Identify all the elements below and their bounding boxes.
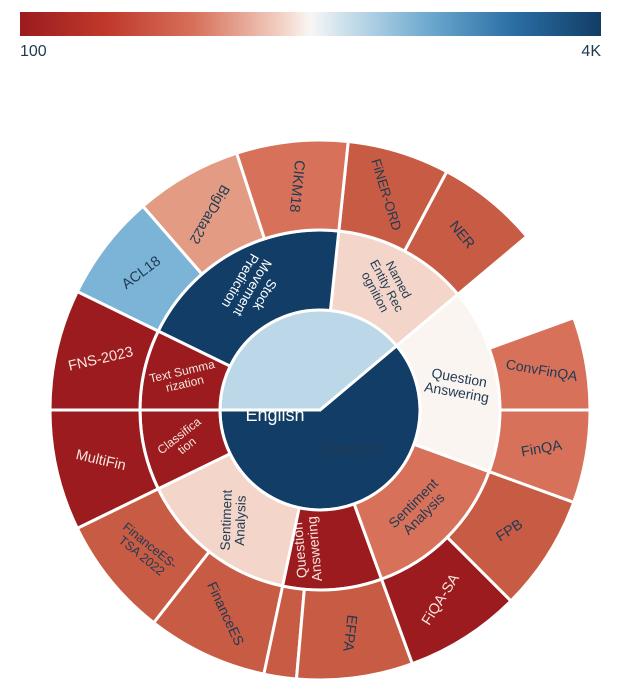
colorbar-max-label: 4K <box>581 43 601 60</box>
colorbar <box>20 12 601 36</box>
sunburst-slice <box>489 318 590 410</box>
sunburst-chart: 100 4K EnglishSpanishText SummarizationCla… <box>0 0 640 692</box>
colorbar-min-label: 100 <box>20 43 47 60</box>
sunburst-group: EnglishSpanishText SummarizationClassifi… <box>50 140 590 680</box>
